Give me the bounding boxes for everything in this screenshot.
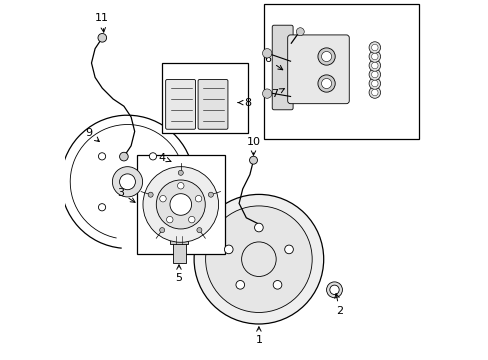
Circle shape — [142, 167, 218, 242]
Circle shape — [247, 248, 270, 271]
Circle shape — [98, 204, 105, 211]
Circle shape — [178, 170, 183, 175]
Text: 11: 11 — [95, 13, 109, 32]
Circle shape — [371, 89, 377, 96]
Circle shape — [156, 180, 205, 229]
Circle shape — [368, 69, 380, 80]
FancyBboxPatch shape — [198, 80, 227, 129]
Circle shape — [197, 228, 202, 233]
Circle shape — [166, 216, 173, 223]
Text: 5: 5 — [175, 265, 182, 283]
Circle shape — [368, 42, 380, 53]
Circle shape — [98, 33, 106, 42]
Circle shape — [371, 71, 377, 78]
Circle shape — [241, 242, 276, 276]
Text: 8: 8 — [238, 98, 250, 108]
Circle shape — [371, 62, 377, 69]
Circle shape — [296, 28, 304, 36]
Circle shape — [368, 87, 380, 98]
Circle shape — [329, 285, 339, 294]
Circle shape — [112, 167, 142, 197]
Circle shape — [368, 78, 380, 89]
Circle shape — [326, 282, 342, 298]
Circle shape — [98, 153, 105, 160]
Circle shape — [284, 245, 293, 254]
Bar — [264, 4, 418, 139]
Circle shape — [120, 174, 135, 190]
Circle shape — [188, 216, 195, 223]
Circle shape — [224, 245, 233, 254]
Circle shape — [371, 80, 377, 87]
Circle shape — [321, 51, 331, 62]
Circle shape — [120, 152, 128, 161]
Text: 9: 9 — [85, 128, 99, 141]
FancyBboxPatch shape — [272, 25, 292, 110]
Circle shape — [262, 49, 271, 58]
Circle shape — [249, 156, 257, 164]
Circle shape — [148, 192, 153, 197]
Bar — [162, 63, 247, 133]
Circle shape — [149, 204, 156, 211]
Circle shape — [317, 75, 335, 92]
Circle shape — [368, 51, 380, 62]
Text: 4: 4 — [158, 153, 171, 163]
Text: 3: 3 — [117, 188, 135, 202]
Bar — [172, 243, 186, 263]
Circle shape — [149, 153, 156, 160]
Circle shape — [170, 194, 191, 215]
Bar — [136, 155, 224, 254]
Text: 10: 10 — [246, 137, 260, 155]
Circle shape — [262, 89, 271, 98]
Circle shape — [205, 206, 311, 312]
Circle shape — [273, 280, 281, 289]
Text: 6: 6 — [264, 54, 282, 70]
Text: 1: 1 — [255, 327, 262, 345]
Circle shape — [208, 192, 213, 197]
Circle shape — [371, 44, 377, 51]
Circle shape — [159, 228, 164, 233]
FancyBboxPatch shape — [165, 80, 195, 129]
Bar — [170, 236, 188, 244]
Circle shape — [317, 48, 335, 65]
Circle shape — [195, 195, 202, 202]
FancyBboxPatch shape — [287, 35, 348, 104]
Circle shape — [236, 280, 244, 289]
Circle shape — [194, 194, 323, 324]
Circle shape — [254, 223, 263, 232]
Circle shape — [321, 78, 331, 89]
Circle shape — [368, 60, 380, 71]
Circle shape — [177, 183, 183, 189]
Circle shape — [160, 195, 166, 202]
Circle shape — [371, 53, 377, 60]
Text: 2: 2 — [334, 293, 343, 316]
Text: 7: 7 — [271, 89, 284, 99]
